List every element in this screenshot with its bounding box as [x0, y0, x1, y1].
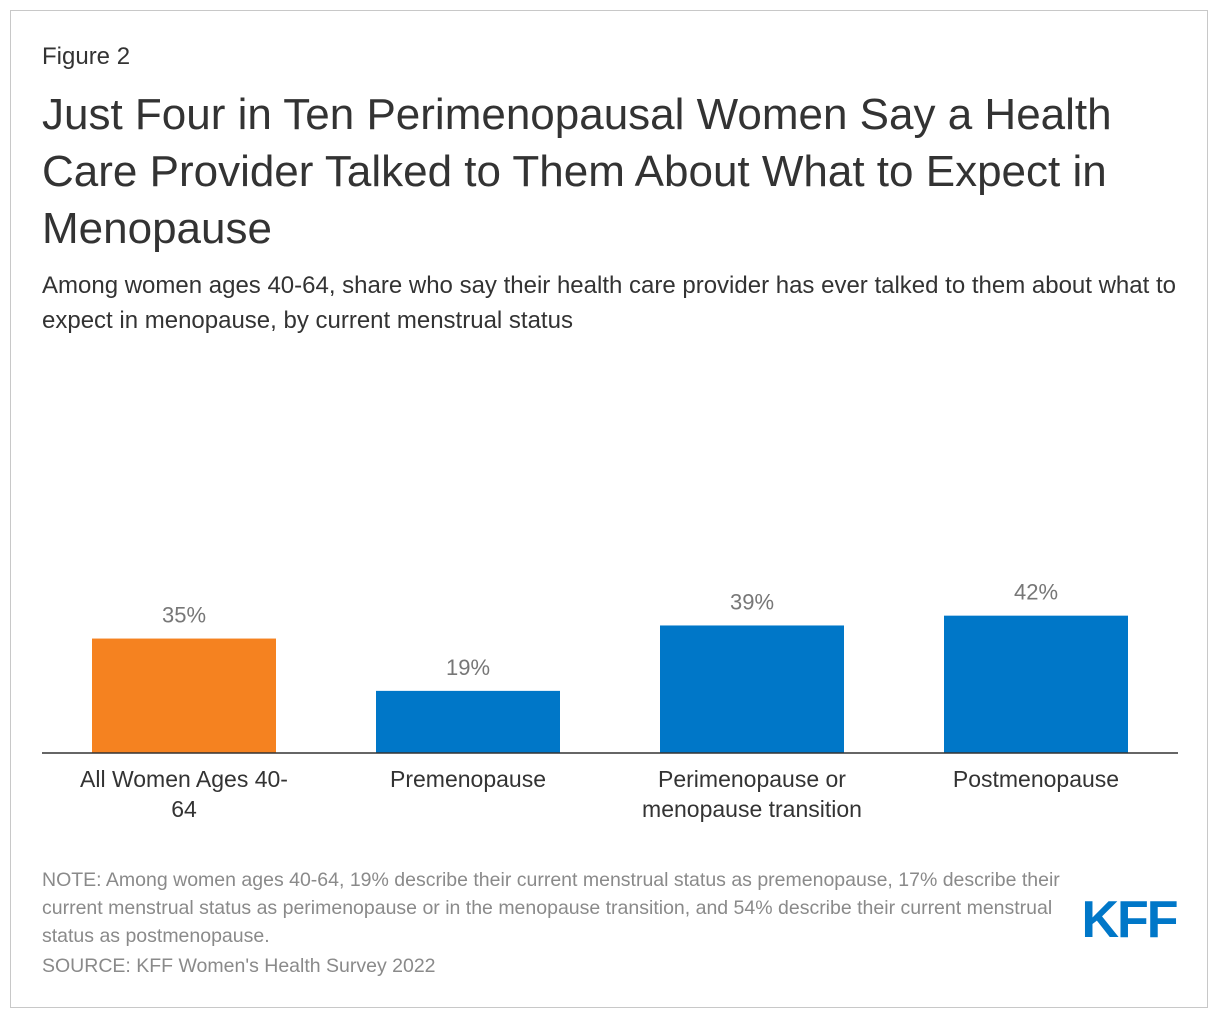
chart-subtitle: Among women ages 40-64, share who say th…	[42, 272, 1176, 334]
kff-logo: KFF	[1081, 891, 1178, 942]
chart-source: SOURCE: KFF Women's Health Survey 2022	[42, 955, 436, 977]
category-label-1: Premenopause	[390, 766, 546, 792]
category-label-3: Postmenopause	[953, 766, 1119, 792]
data-label-3: 42%	[1014, 580, 1058, 605]
data-label-0: 35%	[162, 603, 206, 628]
data-label-1: 19%	[446, 655, 490, 680]
chart-note: NOTE: Among women ages 40-64, 19% descri…	[42, 869, 1060, 947]
kff-logo-text: KFF	[1081, 891, 1176, 942]
chart-title: Just Four in Ten Perimenopausal Women Sa…	[42, 90, 1112, 253]
figure-label: Figure 2	[42, 43, 131, 70]
category-label-2: Perimenopause or menopause transition	[642, 766, 862, 822]
bar-1	[376, 690, 560, 753]
category-label-0: All Women Ages 40-64	[80, 766, 288, 822]
bar-3	[944, 615, 1128, 753]
bar-chart: 35% All Women Ages 40-64 19% Premenopause 39…	[42, 580, 1178, 822]
bar-2	[660, 625, 844, 753]
figure-frame	[10, 10, 1208, 1008]
data-label-2: 39%	[730, 589, 774, 614]
bar-0	[92, 638, 276, 753]
